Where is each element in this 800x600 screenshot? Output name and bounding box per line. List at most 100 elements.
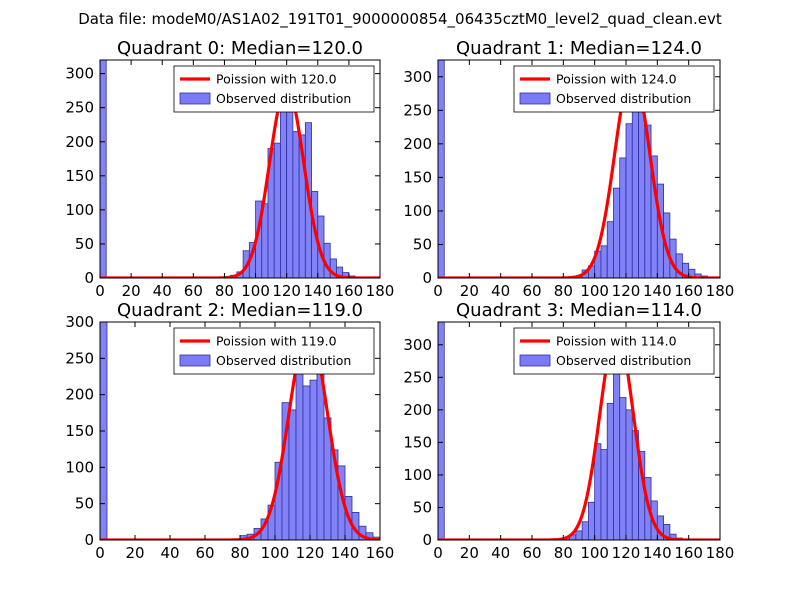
histogram-bar xyxy=(295,350,304,540)
legend: Poission with 119.0 Observed distribution xyxy=(173,327,375,375)
y-tick-label: 300 xyxy=(65,65,94,83)
legend-entry-fit: Poission with 114.0 xyxy=(556,334,677,349)
panels: 0 20 40 60 80 100 120 140 160 1800501001502002503… xyxy=(65,38,734,562)
y-tick-label: 100 xyxy=(403,202,432,220)
legend: Poission with 114.0 Observed distribution xyxy=(513,327,715,375)
histogram-bar xyxy=(273,142,281,278)
legend-bar-swatch xyxy=(179,92,211,105)
y-tick-label: 150 xyxy=(403,433,432,451)
histogram-bar xyxy=(613,187,621,278)
legend-bar-swatch xyxy=(519,92,551,105)
legend-entry-fit: Poission with 119.0 xyxy=(216,334,337,349)
x-tick-label: 40 xyxy=(491,282,510,300)
histogram-bar xyxy=(625,123,633,278)
x-tick-label: 60 xyxy=(184,282,203,300)
y-tick-label: 200 xyxy=(403,401,432,419)
x-tick-label: 120 xyxy=(272,282,301,300)
histogram-bar xyxy=(581,521,589,540)
x-tick-label: 20 xyxy=(460,282,479,300)
histogram-bar xyxy=(100,60,107,278)
y-tick-label: 150 xyxy=(65,422,94,440)
x-tick-label: 140 xyxy=(643,544,672,562)
figure-title: Data file: modeM0/AS1A02_191T01_90000008… xyxy=(78,10,722,29)
histogram-bar xyxy=(625,409,633,540)
y-tick-label: 50 xyxy=(75,235,94,253)
poisson-fit-line xyxy=(438,69,720,278)
x-tick-label: 160 xyxy=(335,282,364,300)
y-tick-label: 0 xyxy=(84,531,94,549)
y-tick-label: 100 xyxy=(65,201,94,219)
x-tick-label: 60 xyxy=(195,544,214,562)
x-tick-label: 20 xyxy=(122,282,141,300)
histogram-bar xyxy=(302,385,311,540)
y-tick-label: 50 xyxy=(413,235,432,253)
x-tick-label: 0 xyxy=(433,544,443,562)
legend-entry-fit: Poission with 124.0 xyxy=(556,72,677,87)
histogram-bar xyxy=(600,245,608,278)
y-tick-label: 150 xyxy=(65,167,94,185)
histogram-bar xyxy=(619,397,627,540)
legend-bar-swatch xyxy=(179,354,211,367)
x-tick-label: 120 xyxy=(612,544,641,562)
histogram-bar xyxy=(606,402,614,540)
panel-2: 0 20 40 60 80 100 120 140 160 0 50 100 150 200 250 300 Q… xyxy=(65,300,394,562)
x-tick-label: 180 xyxy=(706,282,735,300)
y-tick-label: 300 xyxy=(403,336,432,354)
x-tick-label: 180 xyxy=(706,544,735,562)
x-tick-label: 80 xyxy=(215,282,234,300)
y-tick-label: 0 xyxy=(422,269,432,287)
y-tick-label: 250 xyxy=(403,368,432,386)
y-tick-label: 300 xyxy=(403,68,432,86)
legend-entry-observed: Observed distribution xyxy=(556,91,691,106)
x-tick-label: 180 xyxy=(366,282,395,300)
histogram-bar xyxy=(309,379,318,540)
x-tick-label: 20 xyxy=(460,544,479,562)
x-tick-label: 140 xyxy=(303,282,332,300)
x-tick-label: 0 xyxy=(95,282,105,300)
x-tick-label: 60 xyxy=(522,282,541,300)
y-tick-label: 250 xyxy=(65,349,94,367)
x-tick-label: 100 xyxy=(261,544,290,562)
y-tick-label: 0 xyxy=(422,531,432,549)
x-tick-label: 0 xyxy=(95,544,105,562)
x-tick-label: 80 xyxy=(554,544,573,562)
histogram-bar xyxy=(438,60,445,278)
x-tick-label: 140 xyxy=(331,544,360,562)
x-tick-label: 140 xyxy=(643,282,672,300)
x-tick-label: 100 xyxy=(580,544,609,562)
x-tick-label: 60 xyxy=(522,544,541,562)
x-tick-label: 20 xyxy=(125,544,144,562)
y-tick-label: 250 xyxy=(403,101,432,119)
x-tick-label: 40 xyxy=(153,282,172,300)
x-tick-label: 40 xyxy=(491,544,510,562)
panel-title: Quadrant 2: Median=119.0 xyxy=(117,300,363,321)
x-tick-label: 80 xyxy=(554,282,573,300)
histogram-bar xyxy=(606,221,614,278)
axes-frame xyxy=(437,321,721,541)
legend-bar-swatch xyxy=(519,354,551,367)
legend: Poission with 124.0 Observed distribution xyxy=(513,65,715,113)
histogram-bar xyxy=(600,449,608,540)
legend: Poission with 120.0 Observed distribution xyxy=(173,65,375,113)
histogram-bar xyxy=(588,501,596,540)
axes-frame xyxy=(437,59,721,279)
x-tick-label: 100 xyxy=(580,282,609,300)
x-tick-label: 100 xyxy=(241,282,270,300)
y-tick-label: 0 xyxy=(84,269,94,287)
x-tick-label: 160 xyxy=(366,544,395,562)
panel-title: Quadrant 0: Median=120.0 xyxy=(117,38,363,59)
histogram-bar xyxy=(292,131,300,278)
y-tick-label: 250 xyxy=(65,99,94,117)
histogram-bar xyxy=(280,97,288,278)
x-tick-label: 160 xyxy=(674,544,703,562)
panel-1: 0 20 40 60 80 100 120 140 160 1800501001502002503… xyxy=(403,38,734,300)
x-tick-label: 160 xyxy=(674,282,703,300)
panel-title: Quadrant 1: Median=124.0 xyxy=(456,38,702,59)
y-tick-label: 200 xyxy=(65,386,94,404)
plot-area xyxy=(438,322,720,540)
panel-0: 0 20 40 60 80 100 120 140 160 1800501001502002503… xyxy=(65,38,394,300)
axes-frame xyxy=(99,59,381,279)
histogram-bar xyxy=(619,157,627,278)
y-tick-label: 200 xyxy=(403,135,432,153)
poisson-fit-line xyxy=(438,330,720,540)
